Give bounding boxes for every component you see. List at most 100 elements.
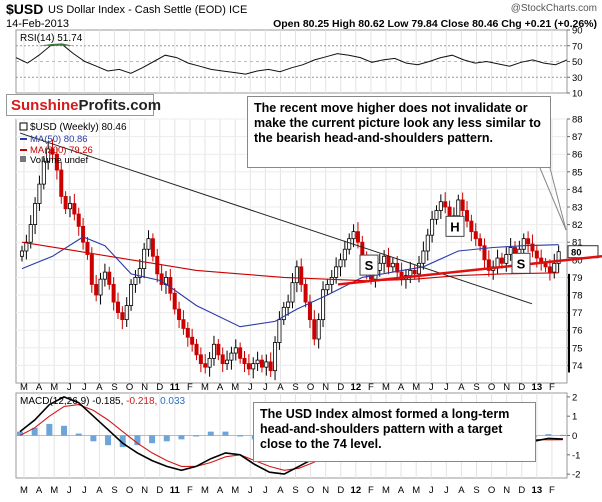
candle-body <box>216 343 221 356</box>
x-tick-label: N <box>322 382 329 393</box>
x-tick-label-bottom: J <box>67 485 72 496</box>
candle-body <box>421 250 426 264</box>
candle-body <box>233 347 238 354</box>
candle-body <box>54 153 59 171</box>
x-tick-label: M <box>20 382 28 393</box>
candle <box>85 236 90 260</box>
candle-body <box>408 269 413 277</box>
candle-body <box>89 254 94 285</box>
macd-hist-bar <box>134 435 141 446</box>
x-tick-label-bottom: A <box>96 485 103 496</box>
price-tick-label: 83 <box>572 203 583 214</box>
x-tick-label-bottom: A <box>217 485 224 496</box>
macd-hist-bar <box>560 434 566 436</box>
macd-hist-bar <box>149 435 156 444</box>
candle-body <box>534 250 539 259</box>
candle <box>225 350 230 370</box>
candle-body <box>225 359 230 365</box>
candle <box>390 258 395 273</box>
x-tick-label: F <box>187 382 193 393</box>
candle <box>181 310 186 335</box>
candle-body <box>59 169 64 197</box>
macd-hist-bar <box>163 435 170 442</box>
candle <box>33 197 38 235</box>
candle-body <box>264 361 269 368</box>
candle <box>177 301 182 329</box>
candle <box>142 242 147 279</box>
candle <box>137 259 142 284</box>
candle-body <box>521 238 526 250</box>
candle-body <box>133 276 138 285</box>
candle <box>478 233 483 251</box>
candle-body <box>425 234 430 252</box>
candle <box>321 281 326 328</box>
x-tick-label-bottom: M <box>20 485 28 496</box>
candle-body <box>137 268 142 278</box>
pattern-box <box>445 215 465 237</box>
candle-body <box>290 282 295 303</box>
candle <box>430 210 435 243</box>
candle <box>521 233 526 255</box>
macd-hist-bar <box>75 433 82 436</box>
x-tick-label: A <box>96 382 103 393</box>
x-tick-label: J <box>67 382 72 393</box>
candle-body <box>299 266 304 285</box>
x-tick-label-bottom: J <box>82 485 87 496</box>
candle <box>81 217 86 250</box>
candle-body <box>28 224 33 243</box>
candle-body <box>98 278 103 296</box>
rsi-title: RSI(14) 51.74 <box>20 33 83 44</box>
x-tick-label: S <box>111 382 117 393</box>
candle-body <box>355 231 360 243</box>
candle <box>552 253 557 279</box>
macd-hist-bar <box>90 435 97 442</box>
candle <box>94 274 99 302</box>
x-tick-label-bottom: J <box>444 485 449 496</box>
candle-body <box>347 238 352 250</box>
x-tick-label: M <box>231 382 239 393</box>
candle-body <box>281 306 286 321</box>
candle-body <box>504 254 509 264</box>
candle-body <box>33 203 38 225</box>
x-tick-label-bottom: M <box>231 485 239 496</box>
macd-hist-bar <box>222 431 229 436</box>
candle-body <box>303 284 308 303</box>
candle-body <box>508 247 513 255</box>
candle <box>294 260 299 293</box>
callout-top: The recent move higher does not invalida… <box>247 96 551 168</box>
pattern-label: S <box>517 256 526 271</box>
candle-body <box>438 201 443 211</box>
macd-hist-bar <box>61 425 68 436</box>
price-tick-label: 82 <box>572 220 583 231</box>
candle-body <box>556 251 561 264</box>
candle <box>238 342 243 364</box>
x-tick-label: A <box>36 382 43 393</box>
x-tick-label-bottom: J <box>263 485 268 496</box>
candle <box>290 273 295 309</box>
x-tick-label-bottom: S <box>473 485 479 496</box>
candle-body <box>168 276 173 294</box>
candle-body <box>63 196 68 210</box>
macd-tick-label: 1 <box>572 412 577 423</box>
legend-entry: MA(50) 80.86 <box>30 134 88 145</box>
macd-hist-bar <box>237 435 244 437</box>
legend-swatch <box>19 122 28 131</box>
rsi-overbought-area <box>38 43 74 46</box>
candle-body <box>129 284 134 306</box>
candle <box>251 357 256 379</box>
x-tick-label: F <box>549 382 555 393</box>
x-tick-label-bottom: O <box>488 485 495 496</box>
candle <box>211 335 216 366</box>
x-tick-label-bottom: O <box>126 485 133 496</box>
candle-body <box>482 245 487 261</box>
x-tick-label-bottom: M <box>50 485 58 496</box>
candle-body <box>417 262 422 275</box>
candle-body <box>351 231 356 240</box>
candle-body <box>430 218 435 236</box>
price-tick-label: 78 <box>572 291 583 302</box>
x-axis: MMAAMMJJJJAASSOONNDD1111FFMMAAMMJJJJAASS… <box>20 382 555 496</box>
candle-body <box>259 359 264 368</box>
candle <box>41 155 46 190</box>
candle-body <box>203 363 208 368</box>
legend-entry: Volume undef <box>30 155 88 166</box>
